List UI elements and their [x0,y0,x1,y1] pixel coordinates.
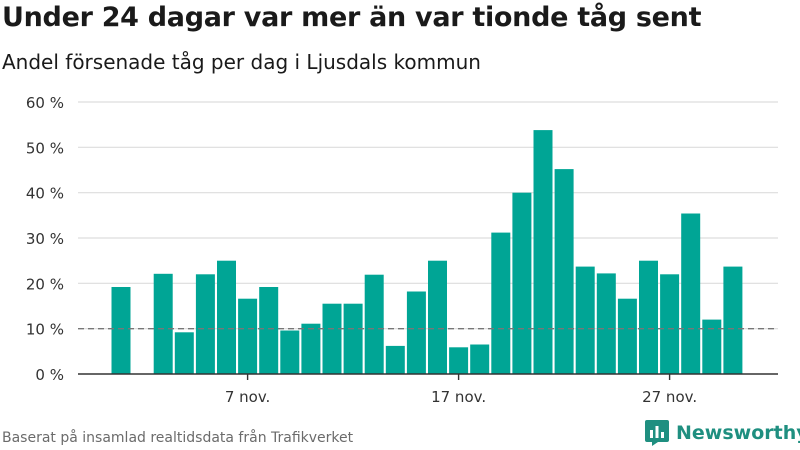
x-tick-label: 27 nov. [642,388,697,406]
bar [533,130,553,374]
bar [406,291,426,374]
y-tick-label: 30 % [26,230,64,248]
bar [428,260,447,374]
bar [343,303,363,374]
bar [238,298,258,374]
x-axis-tick-labels: 7 nov. 17 nov. 27 nov. [225,374,697,406]
y-tick-label: 20 % [26,275,64,293]
bar [639,260,658,374]
bar [195,274,215,374]
y-tick-label: 0 % [35,366,64,384]
bar [301,323,321,374]
bar [153,273,173,374]
bar-chart-logo-icon [645,420,669,446]
bar [554,169,574,374]
bar [617,298,637,374]
y-tick-label: 10 % [26,321,64,339]
bar [512,192,532,374]
source-note: Baserat på insamlad realtidsdata från Tr… [2,430,354,446]
x-tick-label: 17 nov. [431,388,486,406]
brand: Newsworthy [644,418,800,448]
chart-subtitle: Andel försenade tåg per dag i Ljusdals k… [2,50,481,74]
brand-name: Newsworthy [676,422,800,444]
bar [470,344,490,374]
bar [660,274,680,374]
bar [575,266,595,374]
bar [322,303,342,374]
bar [280,330,300,374]
bar [702,319,722,374]
chart-title: Under 24 dagar var mer än var tionde tåg… [2,2,702,33]
bar [596,273,616,374]
bar [174,332,194,374]
bar [111,287,131,374]
bar [385,345,405,374]
bar [681,213,701,374]
bar [491,232,511,374]
y-axis-tick-labels: 0 % 10 % 20 % 30 % 40 % 50 % 60 % [26,94,64,384]
y-tick-label: 60 % [26,94,64,112]
bar [449,347,469,374]
bar [364,274,384,374]
y-tick-label: 40 % [26,185,64,203]
x-tick-label: 7 nov. [225,388,270,406]
bar [723,266,743,374]
y-tick-label: 50 % [26,139,64,157]
bar [259,287,279,374]
bar [217,260,236,374]
bars [111,130,743,374]
